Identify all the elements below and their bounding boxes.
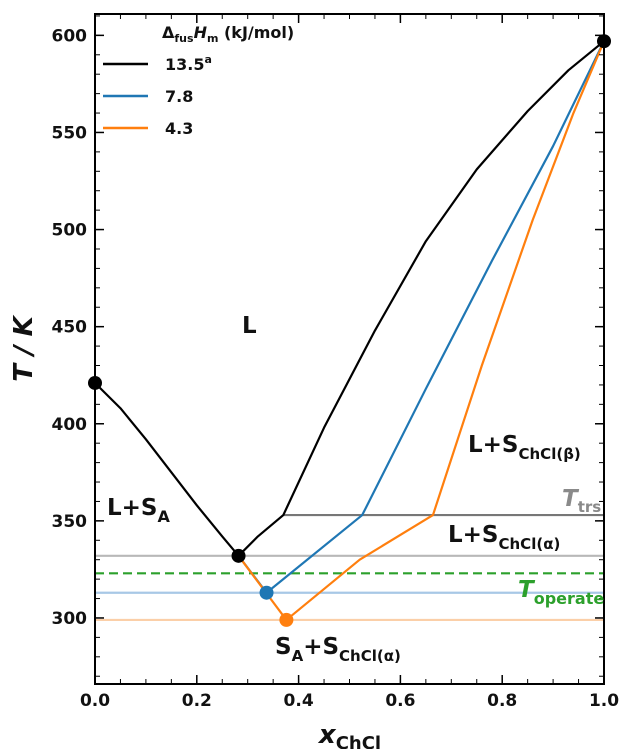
reference-lines xyxy=(95,513,604,622)
marker-s135-1 xyxy=(231,548,246,563)
x-tick-label: 0.4 xyxy=(284,691,314,711)
x-tick-label: 0.0 xyxy=(80,691,110,711)
x-tick-label: 0.6 xyxy=(385,691,415,711)
y-axis-title: T / K xyxy=(9,314,39,381)
y-tick-label: 550 xyxy=(52,123,88,143)
data-markers xyxy=(88,34,611,627)
series-line-s43 xyxy=(237,40,606,622)
y-tick-label: 400 xyxy=(52,415,88,435)
ttrs-label: Ttrs xyxy=(562,486,601,516)
region-l-chcl-alpha: L+SChCl(α) xyxy=(448,522,560,553)
series-line-s135 xyxy=(94,40,605,557)
y-tick-label: 500 xyxy=(52,221,88,241)
marker-s43-0 xyxy=(279,612,294,627)
tick-marks: 0.0 0.2 0.4 0.6 0.8 1.0 300 350 400 450 500 550 600 xyxy=(52,14,619,711)
x-tick-label: 1.0 xyxy=(589,691,619,711)
legend-title: ΔfusHm (kJ/mol) xyxy=(162,23,294,45)
region-liquid: L xyxy=(242,313,257,339)
y-tick-label: 450 xyxy=(52,318,88,338)
region-l-sa: L+SA xyxy=(107,495,171,526)
y-tick-label: 350 xyxy=(52,512,88,532)
legend-label-7-8: 7.8 xyxy=(165,87,193,106)
x-axis-title: xChCl xyxy=(317,720,381,749)
legend-label-4-3: 4.3 xyxy=(165,119,193,138)
y-tick-label: 300 xyxy=(52,609,88,629)
series-line-s78 xyxy=(237,40,605,594)
toperate-label: Toperate xyxy=(518,577,604,608)
marker-s78-0 xyxy=(259,585,274,600)
region-l-chcl-beta: L+SChCl(β) xyxy=(468,432,581,463)
x-tick-label: 0.8 xyxy=(487,691,517,711)
legend-label-13-5: 13.5a xyxy=(165,53,212,74)
region-sa-chcl-alpha: SA+SChCl(α) xyxy=(275,634,401,665)
y-tick-label: 600 xyxy=(52,26,88,46)
legend: ΔfusHm (kJ/mol) 13.5a 7.8 4.3 xyxy=(103,23,294,138)
x-tick-label: 0.2 xyxy=(182,691,212,711)
